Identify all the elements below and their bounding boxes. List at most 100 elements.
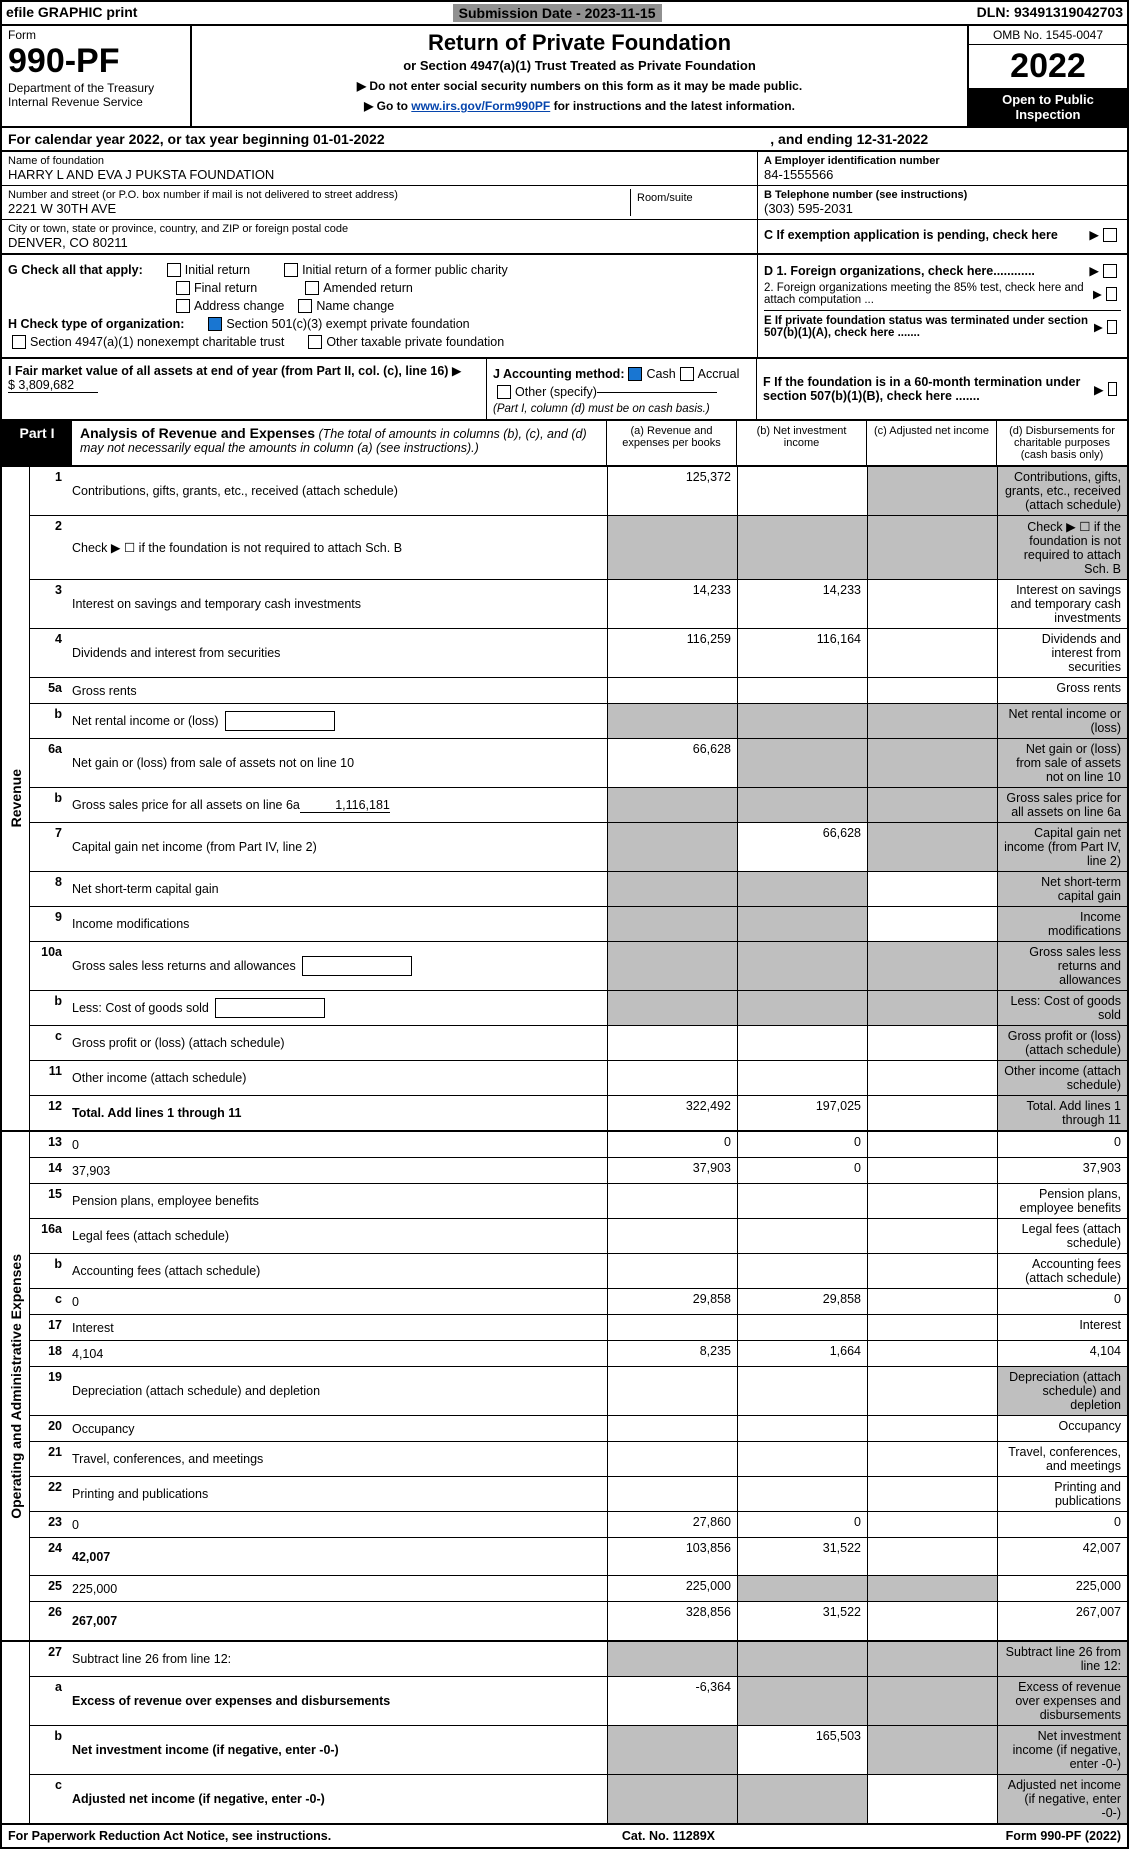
checkbox-addrchange[interactable] [176, 299, 190, 313]
form-header: Form 990-PF Department of the Treasury I… [0, 26, 1129, 128]
checkbox-initial[interactable] [167, 263, 181, 277]
table-row: 2Check ▶ ☐ if the foundation is not requ… [30, 516, 1127, 580]
row-desc: Net investment income (if negative, ente… [66, 1726, 607, 1774]
row-num: 23 [30, 1512, 66, 1537]
table-row: 4Dividends and interest from securities1… [30, 629, 1127, 678]
cell-b: 31,522 [737, 1538, 867, 1575]
row-desc: Accounting fees (attach schedule) [66, 1254, 607, 1288]
cell-a [607, 1254, 737, 1288]
cell-b: 66,628 [737, 823, 867, 871]
row-num: b [30, 704, 66, 738]
row-desc: Occupancy [66, 1416, 607, 1441]
checkbox-d1[interactable] [1103, 264, 1117, 278]
j-note: (Part I, column (d) must be on cash basi… [493, 403, 750, 415]
cell-d: 37,903 [997, 1158, 1127, 1183]
room-suite: Room/suite [631, 189, 751, 216]
row-desc: Net short-term capital gain [66, 872, 607, 906]
cell-a [607, 991, 737, 1025]
cell-d: 0 [997, 1512, 1127, 1537]
cell-a [607, 1775, 737, 1823]
cell-a: 328,856 [607, 1602, 737, 1640]
row-num: 12 [30, 1096, 66, 1130]
g-row3: Address change Name change [8, 299, 751, 313]
checkbox-d2[interactable] [1106, 287, 1117, 301]
col-d-head: (d) Disbursements for charitable purpose… [997, 421, 1127, 465]
checkbox-other-tax[interactable] [308, 335, 322, 349]
table-row: 6aNet gain or (loss) from sale of assets… [30, 739, 1127, 788]
cell-b: 29,858 [737, 1289, 867, 1314]
footer-right: Form 990-PF (2022) [1006, 1829, 1121, 1843]
row-desc: Depreciation (attach schedule) and deple… [66, 1367, 607, 1415]
g-opt-2: Address change [194, 299, 284, 313]
j-cash: Cash [646, 367, 675, 381]
table-row: 1Contributions, gifts, grants, etc., rec… [30, 467, 1127, 516]
cell-b [737, 739, 867, 787]
top-bar: efile GRAPHIC print Submission Date - 20… [0, 0, 1129, 26]
cell-b [737, 1061, 867, 1095]
row-num: 3 [30, 580, 66, 628]
cell-c [867, 739, 997, 787]
row-desc: Excess of revenue over expenses and disb… [66, 1677, 607, 1725]
cell-d: Income modifications [997, 907, 1127, 941]
cell-c [867, 1158, 997, 1183]
checkbox-final[interactable] [176, 281, 190, 295]
checkbox-e[interactable] [1107, 320, 1117, 334]
table-row: 16aLegal fees (attach schedule)Legal fee… [30, 1219, 1127, 1254]
table-row: 1437,90337,903037,903 [30, 1158, 1127, 1184]
checkbox-501c3[interactable] [208, 317, 222, 331]
form-word: Form [8, 28, 184, 42]
checkbox-amended[interactable] [305, 281, 319, 295]
row-desc: Gross rents [66, 678, 607, 703]
instr-2: ▶ Go to www.irs.gov/Form990PF for instru… [200, 99, 959, 113]
foundation-name: HARRY L AND EVA J PUKSTA FOUNDATION [8, 167, 751, 182]
irs-link[interactable]: www.irs.gov/Form990PF [411, 99, 550, 113]
cell-a: 116,259 [607, 629, 737, 677]
cell-c [867, 823, 997, 871]
checkbox-other-method[interactable] [497, 385, 511, 399]
cell-a [607, 1367, 737, 1415]
cell-a [607, 1726, 737, 1774]
row-desc: 0 [66, 1512, 607, 1537]
cell-b [737, 678, 867, 703]
row-num: c [30, 1289, 66, 1314]
instr-1: ▶ Do not enter social security numbers o… [200, 79, 959, 93]
table-row: bGross sales price for all assets on lin… [30, 788, 1127, 823]
cell-d: 0 [997, 1132, 1127, 1157]
row-num: 7 [30, 823, 66, 871]
cell-a [607, 704, 737, 738]
h-row: H Check type of organization: Section 50… [8, 317, 751, 331]
checkbox-accrual[interactable] [680, 367, 694, 381]
table-row: 21Travel, conferences, and meetingsTrave… [30, 1442, 1127, 1477]
cell-d: Printing and publications [997, 1477, 1127, 1511]
checkbox-f[interactable] [1108, 382, 1117, 396]
cell-b [737, 1477, 867, 1511]
checkbox-4947[interactable] [12, 335, 26, 349]
checkbox-cash[interactable] [628, 367, 642, 381]
row-desc: Gross sales less returns and allowances [66, 942, 607, 990]
checkbox-initial-former[interactable] [284, 263, 298, 277]
cell-c [867, 1315, 997, 1340]
cell-c [867, 1367, 997, 1415]
row-desc: 267,007 [66, 1602, 607, 1640]
instr2-post: for instructions and the latest informat… [550, 99, 795, 113]
cell-a [607, 1416, 737, 1441]
footer: For Paperwork Reduction Act Notice, see … [0, 1825, 1129, 1849]
ein-cell: A Employer identification number 84-1555… [758, 152, 1127, 186]
row-desc: Other income (attach schedule) [66, 1061, 607, 1095]
row-num: 16a [30, 1219, 66, 1253]
table-row: 5aGross rentsGross rents [30, 678, 1127, 704]
row-desc: Printing and publications [66, 1477, 607, 1511]
row-desc: Legal fees (attach schedule) [66, 1219, 607, 1253]
cell-c [867, 1096, 997, 1130]
checkbox-namechange[interactable] [298, 299, 312, 313]
row-desc: 4,104 [66, 1341, 607, 1366]
g-row2: Final return Amended return [8, 281, 751, 295]
cell-d: Gross profit or (loss) (attach schedule) [997, 1026, 1127, 1060]
row-desc: Contributions, gifts, grants, etc., rece… [66, 467, 607, 515]
cell-d: Dividends and interest from securities [997, 629, 1127, 677]
cell-d: Subtract line 26 from line 12: [997, 1642, 1127, 1676]
checkbox-c[interactable] [1103, 228, 1117, 242]
cell-d: Gross sales less returns and allowances [997, 942, 1127, 990]
row-num: 20 [30, 1416, 66, 1441]
city-label: City or town, state or province, country… [8, 223, 751, 235]
